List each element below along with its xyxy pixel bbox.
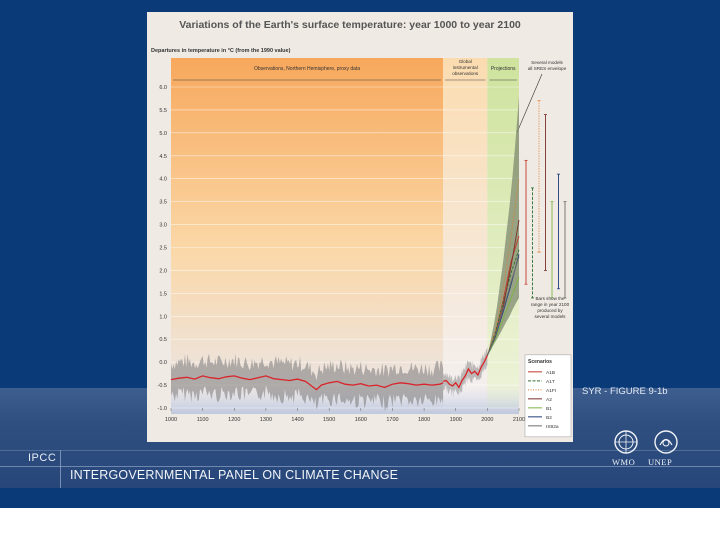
y-tick-label: -0.5 [158,383,167,389]
scenario-line-b1 [486,277,520,356]
instrumental-period-band [443,58,488,408]
legend-label-a1fi: A1FI [546,388,556,394]
envelope-annotation: all SRES envelope [528,66,567,71]
figure-reference: SYR - FIGURE 9-1b [582,386,668,397]
x-tick-label: 1800 [418,417,430,423]
instrumental-line [442,355,488,389]
proxy-period-band [171,58,444,408]
projection-envelope [487,96,519,356]
unep-logo-label: UNEP [648,457,673,467]
x-tick-label: 1300 [260,417,272,423]
y-tick-label: 2.5 [159,246,167,252]
legend-label-b1: B1 [546,406,552,412]
wmo-logo-icon [614,430,638,454]
y-tick-label: 4.5 [159,154,167,160]
footer-underline [0,466,720,467]
bars-annotation: range in year 2100 [531,302,570,307]
legend-box [524,354,572,438]
y-tick-label: 0.5 [159,337,167,343]
bars-annotation: several models [535,314,567,319]
legend-label-a1b: A1B [546,370,555,376]
envelope-annotation: Several models [531,60,563,65]
x-tick-label: 1600 [355,417,367,423]
slide-background: IPCC INTERGOVERNMENTAL PANEL ON CLIMATE … [0,0,720,508]
footer-separator [60,450,61,488]
legend-label-is92a: IS92a [546,424,559,430]
chart-title: Variations of the Earth's surface temper… [179,19,521,31]
period-label-proxy: Observations, Northern Hemisphere, proxy… [254,66,360,72]
unep-logo-icon [654,430,678,454]
y-tick-label: 0.0 [159,360,167,366]
x-tick-label: 1700 [386,417,398,423]
bars-annotation: Bars show the [535,296,565,301]
x-tick-label: 1200 [228,417,240,423]
scenario-line-a1t [486,249,520,356]
y-tick-label: 1.5 [159,291,167,297]
org-abbreviation: IPCC [28,452,57,464]
y-tick-label: 3.5 [159,200,167,206]
reconstruction-line [170,375,444,391]
y-tick-label: -1.0 [158,406,167,412]
period-label-projections: Projections [491,66,516,72]
legend-label-a2: A2 [546,397,552,403]
y-tick-label: 2.0 [159,268,167,274]
y-tick-label: 4.0 [159,177,167,183]
temperature-chart: Variations of the Earth's surface temper… [147,12,573,442]
y-axis-label: Departures in temperature in °C (from th… [151,48,291,54]
scenario-line-is92a [486,256,520,356]
period-label-instrumental: observations [452,71,479,76]
legend-label-b2: B2 [546,415,552,421]
y-tick-label: 6.0 [159,85,167,91]
x-tick-label: 2000 [481,417,493,423]
y-tick-label: 3.0 [159,223,167,229]
footer-divider [0,450,720,451]
y-tick-label: 5.5 [159,108,167,114]
x-tick-label: 1100 [197,417,209,423]
x-tick-label: 2100 [513,417,525,423]
x-tick-label: 1900 [450,417,462,423]
period-label-instrumental: Global [459,59,472,64]
x-tick-label: 1500 [323,417,335,423]
legend-title: Scenarios [528,359,552,365]
y-tick-label: 1.0 [159,314,167,320]
y-tick-label: 5.0 [159,131,167,137]
org-full-name: INTERGOVERNMENTAL PANEL ON CLIMATE CHANG… [70,468,399,482]
x-tick-label: 1400 [291,417,303,423]
scenario-line-a1fi [486,178,520,356]
x-tick-label: 1000 [165,417,177,423]
wmo-logo-label: WMO [612,457,636,467]
legend-label-a1t: A1T [546,379,555,385]
bars-annotation: produced by [537,308,563,313]
period-label-instrumental: instrumental [453,65,478,70]
envelope-pointer [516,73,543,133]
